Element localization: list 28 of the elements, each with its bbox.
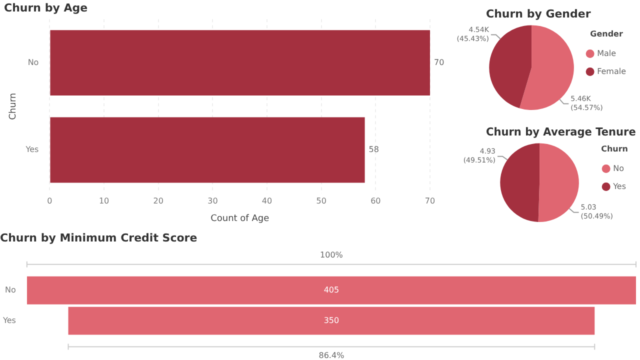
x-tick-label: 10: [98, 196, 110, 206]
legend-label: Female: [597, 66, 626, 76]
data-label: 70: [434, 58, 444, 67]
y-axis-title: Churn: [8, 92, 19, 120]
data-label: 58: [368, 145, 379, 154]
chart-title: Churn by Age: [4, 1, 88, 14]
x-tick-label: 40: [262, 196, 272, 206]
x-tick-label: 0: [47, 196, 52, 206]
legend-label: Yes: [612, 182, 626, 191]
text: 100%: [320, 250, 344, 260]
x-tick-label: 60: [370, 196, 381, 206]
legend-title: Churn: [601, 144, 628, 154]
text: Churn by Minimum Credit Score: [0, 231, 198, 244]
data-label: 405: [324, 285, 340, 294]
x-tick-label: 20: [153, 196, 164, 206]
text: 86.4%: [318, 350, 345, 360]
data-label: 350: [324, 316, 340, 325]
x-tick-label: 70: [424, 196, 436, 206]
chart-title: Churn by Gender: [486, 7, 592, 20]
legend-label: No: [613, 164, 624, 173]
category-label: Yes: [2, 316, 16, 325]
x-tick-label: 50: [316, 196, 326, 206]
chart-title: Churn by Average Tenure: [486, 125, 636, 139]
category-label: No: [5, 285, 16, 294]
legend-title: Gender: [590, 29, 623, 38]
x-axis-title: Count of Age: [210, 214, 270, 224]
x-tick-label: 30: [208, 196, 218, 206]
legend-label: Male: [597, 48, 616, 58]
